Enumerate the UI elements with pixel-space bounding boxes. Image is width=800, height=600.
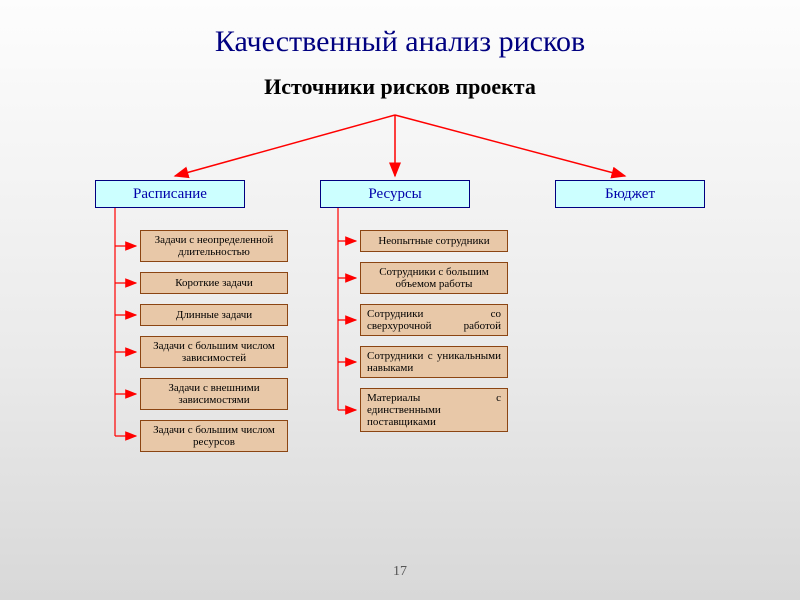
category-budget: Бюджет: [555, 180, 705, 208]
page-number: 17: [0, 564, 800, 580]
resource-item: Сотрудники со сверхурочной работой: [360, 304, 508, 336]
resource-item: Неопытные сотрудники: [360, 230, 508, 252]
schedule-item: Задачи с большим числом зависимостей: [140, 336, 288, 368]
schedule-item: Задачи с внешними зависимостями: [140, 378, 288, 410]
category-resources: Ресурсы: [320, 180, 470, 208]
page-subtitle: Источники рисков проекта: [0, 74, 800, 100]
resource-item: Сотрудники с уникальными навыками: [360, 346, 508, 378]
schedule-item: Задачи с большим числом ресурсов: [140, 420, 288, 452]
resource-item: Сотрудники с большим объемом работы: [360, 262, 508, 294]
schedule-item: Короткие задачи: [140, 272, 288, 294]
page-title: Качественный анализ рисков: [0, 0, 800, 59]
resource-item: Материалы с единственными поставщиками: [360, 388, 508, 432]
category-schedule: Расписание: [95, 180, 245, 208]
schedule-item: Длинные задачи: [140, 304, 288, 326]
schedule-item: Задачи с неопределенной длительностью: [140, 230, 288, 262]
